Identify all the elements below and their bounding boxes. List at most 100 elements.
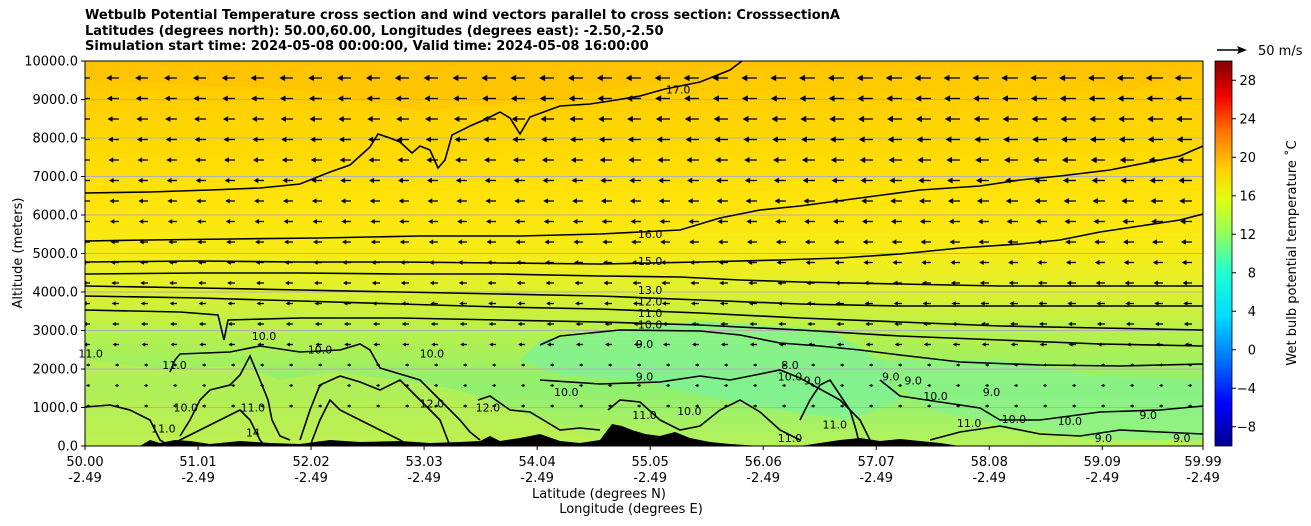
wind-vector bbox=[1118, 136, 1134, 143]
x-axis-label-longitude: Longitude (degrees E) bbox=[559, 502, 703, 517]
wind-vector bbox=[576, 342, 583, 347]
wind-vector bbox=[1002, 115, 1018, 123]
wind-vector bbox=[744, 156, 757, 164]
wind-vector bbox=[1152, 259, 1163, 266]
wind-vector bbox=[462, 363, 467, 367]
wind-vector bbox=[720, 342, 728, 347]
wind-vector bbox=[984, 363, 989, 367]
wind-vector bbox=[1117, 95, 1134, 102]
wind-vector bbox=[571, 177, 583, 184]
wind-vector bbox=[890, 198, 902, 204]
wind-vector bbox=[1153, 280, 1163, 286]
x-tick-label-lat: 56.06 bbox=[745, 455, 782, 470]
wind-vector bbox=[655, 95, 670, 102]
wind-vector bbox=[517, 321, 525, 327]
contour-label: 11.0 bbox=[823, 419, 848, 432]
wind-vector bbox=[715, 157, 728, 163]
wind-vector bbox=[687, 177, 699, 184]
wind-vector bbox=[689, 239, 699, 245]
wind-vector bbox=[255, 260, 264, 265]
wind-vector bbox=[511, 115, 525, 123]
wind-vector bbox=[114, 363, 119, 367]
wind-vector bbox=[955, 363, 960, 367]
wind-vector bbox=[976, 198, 989, 204]
wind-vector bbox=[804, 218, 815, 225]
wind-vector bbox=[337, 74, 351, 82]
wind-vector bbox=[685, 136, 699, 143]
contour-label: 10.0 bbox=[554, 386, 579, 399]
wind-vector bbox=[1120, 177, 1134, 184]
wind-vector bbox=[485, 198, 496, 204]
wind-vector bbox=[923, 321, 931, 327]
contour-12 bbox=[85, 295, 1203, 331]
wind-vector bbox=[1092, 198, 1105, 204]
wind-vector bbox=[85, 342, 90, 347]
wind-vector bbox=[491, 383, 496, 388]
y-tick-label: 1000.0 bbox=[33, 401, 79, 416]
wind-vector bbox=[424, 115, 438, 123]
y-tick-label: 2000.0 bbox=[33, 363, 79, 378]
wind-vector bbox=[923, 342, 931, 347]
wind-vector bbox=[662, 342, 670, 347]
wind-vector bbox=[251, 116, 264, 122]
wind-vector bbox=[484, 177, 496, 184]
contour-16-upper bbox=[85, 145, 1203, 242]
wind-vector bbox=[946, 156, 960, 164]
wind-vector bbox=[1068, 321, 1076, 327]
wind-vector bbox=[660, 239, 670, 245]
wind-vector bbox=[1013, 404, 1018, 408]
wind-vector bbox=[752, 383, 757, 388]
wind-vector bbox=[256, 280, 264, 286]
wind-vector bbox=[1184, 342, 1192, 347]
wind-vector bbox=[1129, 363, 1134, 367]
wind-vector bbox=[810, 404, 815, 408]
x-tick-label-lon: -2.49 bbox=[294, 471, 328, 486]
wind-vector bbox=[199, 342, 206, 347]
wind-vector bbox=[282, 177, 293, 184]
wind-vector bbox=[1039, 321, 1047, 327]
wind-vector bbox=[539, 95, 554, 102]
contour-label: 11.0 bbox=[638, 307, 663, 320]
wind-vector bbox=[337, 95, 351, 102]
wind-vector bbox=[1039, 342, 1047, 347]
wind-vector bbox=[85, 383, 90, 388]
wind-vector bbox=[1064, 218, 1076, 225]
wind-vector bbox=[201, 383, 206, 388]
wind-vector bbox=[457, 239, 467, 245]
wind-vector bbox=[746, 218, 757, 225]
wind-vector bbox=[491, 404, 496, 408]
wind-vector bbox=[545, 260, 554, 265]
wind-vector bbox=[1123, 259, 1134, 266]
wind-vector bbox=[460, 342, 467, 347]
wind-vector bbox=[1033, 177, 1047, 184]
contour-low-7 bbox=[929, 425, 1203, 441]
wind-vector bbox=[138, 198, 148, 204]
wind-vector bbox=[542, 177, 554, 184]
wind-vector bbox=[1042, 383, 1047, 388]
wind-vector bbox=[259, 363, 264, 367]
wind-vector bbox=[1180, 218, 1192, 225]
contour-label: 9.0 bbox=[882, 371, 900, 384]
wind-vector bbox=[139, 260, 148, 265]
wind-vector bbox=[343, 321, 351, 327]
wind-vector bbox=[396, 115, 409, 123]
wind-vector bbox=[636, 383, 641, 388]
contour-label: 15.0 bbox=[638, 255, 663, 268]
wind-vector bbox=[860, 177, 873, 184]
wind-vector bbox=[827, 74, 844, 82]
wind-vector bbox=[1089, 115, 1105, 123]
x-tick-label-lat: 53.03 bbox=[405, 455, 442, 470]
wind-vector bbox=[487, 260, 496, 265]
wind-vector bbox=[194, 136, 206, 143]
wind-vector bbox=[950, 259, 960, 266]
wind-vector bbox=[955, 383, 960, 388]
y-tick-label: 5000.0 bbox=[33, 247, 79, 262]
wind-vector bbox=[1042, 404, 1047, 408]
wind-vector bbox=[773, 177, 786, 184]
wind-vector bbox=[712, 74, 728, 82]
x-tick-label-lon: -2.49 bbox=[407, 471, 441, 486]
wind-vector bbox=[1118, 115, 1134, 123]
wind-vector bbox=[85, 77, 90, 79]
wind-vector bbox=[689, 260, 699, 265]
wind-vector bbox=[1010, 321, 1018, 327]
